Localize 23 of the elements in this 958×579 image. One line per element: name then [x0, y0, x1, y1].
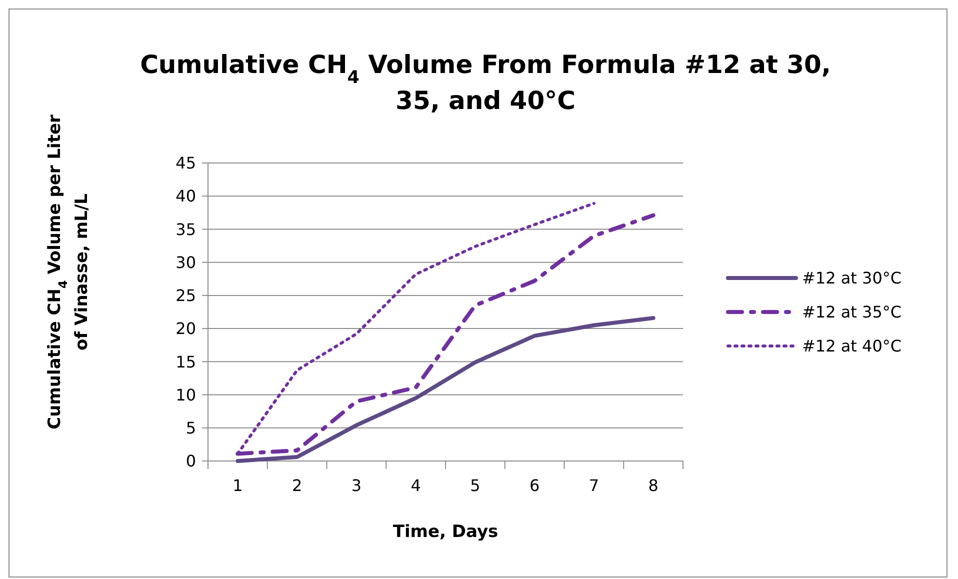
x-tick-label: 7 [588, 476, 600, 495]
y-tick-label: 10 [176, 385, 196, 404]
y-tick-label: 40 [176, 186, 196, 206]
legend-label: #12 at 35°C [802, 302, 902, 322]
y-tick-label: 25 [176, 286, 196, 306]
x-tick-label: 2 [292, 476, 302, 495]
x-tick-label: 3 [351, 476, 362, 495]
y-tick-label: 35 [176, 220, 196, 239]
y-tick-label: 20 [176, 319, 196, 338]
chart-title: Cumulative CH$_{4}$ Volume From Formula #12 at 30, 35, and 40°C [140, 50, 831, 115]
y-tick-label: 0 [186, 452, 196, 471]
x-tick-label: 8 [648, 476, 658, 495]
x-tick-label: 5 [470, 476, 480, 495]
x-axis-title: Time, Days [392, 522, 498, 542]
legend-label: #12 at 30°C [802, 268, 902, 288]
legend-label: #12 at 40°C [802, 336, 902, 356]
y-tick-label: 30 [176, 252, 196, 272]
x-tick-label: 6 [529, 476, 540, 495]
x-tick-label: 4 [410, 476, 421, 495]
x-tick-label: 1 [232, 476, 243, 495]
y-tick-label: 15 [176, 352, 196, 372]
y-tick-label: 45 [176, 154, 196, 173]
y-tick-label: 5 [186, 418, 196, 438]
